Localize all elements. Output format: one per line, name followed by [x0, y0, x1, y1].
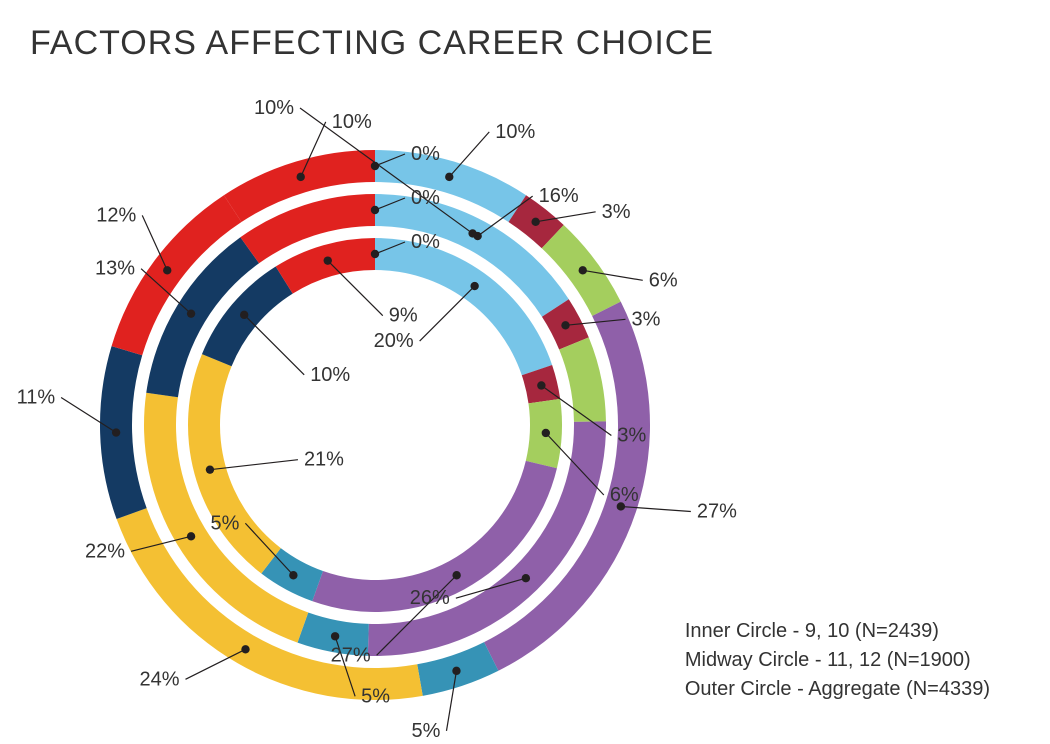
segment-label: 27%: [331, 644, 371, 666]
chart-legend: Inner Circle - 9, 10 (N=2439) Midway Cir…: [685, 617, 990, 704]
segment-label: 27%: [697, 500, 737, 522]
legend-line: Midway Circle - 11, 12 (N=1900): [685, 646, 990, 675]
segment-label: 26%: [410, 587, 450, 609]
segment-label: 0%: [411, 143, 440, 165]
leader-line: [244, 315, 304, 375]
segment-label: 11%: [17, 387, 56, 409]
segment-label: 3%: [617, 424, 646, 446]
segment-label: 3%: [602, 201, 631, 223]
segment-label: 0%: [411, 231, 440, 253]
segment-label: 5%: [412, 720, 441, 742]
leader-dot: [537, 381, 545, 389]
segment-label: 10%: [254, 97, 294, 119]
donut-segment: [100, 346, 147, 519]
legend-line: Inner Circle - 9, 10 (N=2439): [685, 617, 990, 646]
segment-label: 6%: [649, 269, 678, 291]
segment-label: 5%: [210, 512, 239, 534]
segment-label: 0%: [411, 187, 440, 209]
segment-label: 5%: [361, 685, 390, 707]
segment-label: 21%: [304, 449, 344, 471]
segment-label: 10%: [310, 364, 350, 386]
segment-label: 24%: [139, 668, 179, 690]
chart-root: FACTORS AFFECTING CAREER CHOICE 0%20%3%6…: [0, 0, 1050, 744]
legend-line: Outer Circle - Aggregate (N=4339): [685, 675, 990, 704]
segment-label: 10%: [495, 121, 535, 143]
segment-label: 12%: [96, 204, 136, 226]
leader-line: [186, 649, 246, 679]
ring-arcs: [100, 150, 650, 700]
segment-label: 20%: [374, 330, 414, 352]
segment-label: 6%: [610, 484, 639, 506]
segment-label: 9%: [389, 305, 418, 327]
donut-segment: [559, 337, 606, 421]
segment-label: 16%: [539, 185, 579, 207]
segment-label: 3%: [631, 308, 660, 330]
leader-line: [420, 286, 475, 341]
segment-label: 10%: [332, 111, 372, 133]
segment-label: 13%: [95, 258, 135, 280]
segment-label: 22%: [85, 540, 125, 562]
donut-segment: [276, 238, 375, 294]
